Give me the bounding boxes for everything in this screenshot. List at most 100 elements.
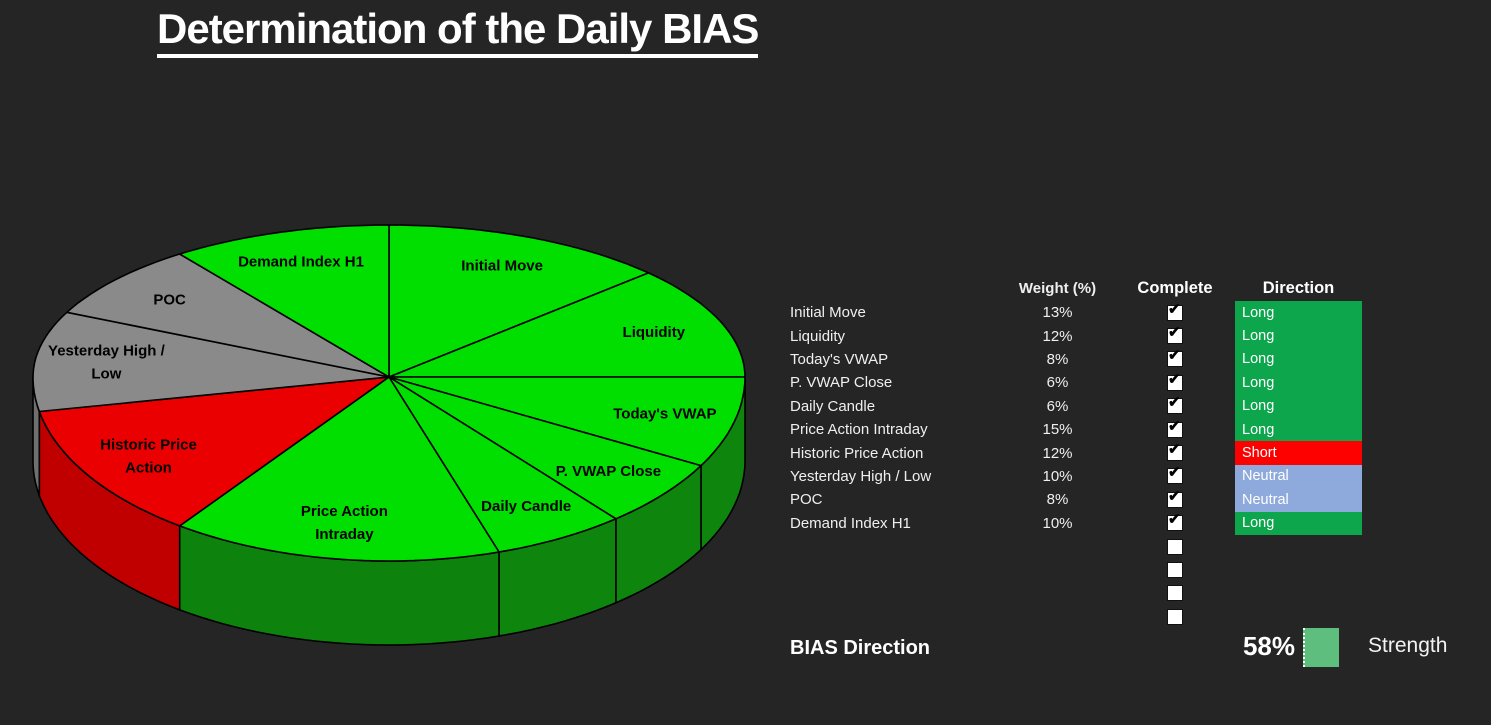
checkmark-icon: ✔: [1168, 487, 1181, 505]
pie-slice-demand-index-h1: [178, 224, 390, 378]
bias-direction-label: BIAS Direction: [790, 637, 931, 659]
table-row-liquidity: Liquidity 12% ✔ Long: [790, 324, 1362, 348]
row-direction-cell[interactable]: Neutral: [1235, 464, 1362, 489]
complete-checkbox-checked[interactable]: ✔: [1167, 324, 1183, 345]
pie-slice-label-price-action-intraday: Price Action: [301, 503, 388, 520]
pie-slice-label-today-s-vwap: Today's VWAP: [613, 406, 716, 423]
table-rows: Initial Move 13% ✔ Long Liquidity 12% ✔ Long Tod…: [790, 301, 1362, 628]
checkmark-icon: ✔: [1168, 417, 1181, 435]
complete-checkbox-empty[interactable]: [1167, 585, 1183, 602]
row-weight: 8%: [1046, 350, 1069, 368]
row-direction-cell[interactable]: Long: [1235, 347, 1362, 372]
complete-checkbox-empty[interactable]: [1167, 608, 1183, 625]
table-row-empty-4: [790, 605, 1362, 628]
complete-checkbox-empty[interactable]: [1167, 561, 1183, 578]
page-title: Determination of the Daily BIAS: [157, 5, 759, 59]
checkmark-icon: ✔: [1168, 441, 1181, 459]
row-direction-cell[interactable]: Long: [1235, 301, 1362, 325]
table-row-yesterday-high-low: Yesterday High / Low 10% ✔ Neutral: [790, 464, 1362, 489]
pie-slice-label-p-vwap-close: P. VWAP Close: [556, 463, 661, 480]
row-complete-cell: ✔: [1115, 464, 1235, 485]
row-direction-cell: [1235, 605, 1362, 628]
row-complete-cell: [1115, 585, 1235, 602]
row-label: P. VWAP Close: [790, 374, 893, 392]
row-weight: 15%: [1042, 421, 1073, 439]
pie-slice-label-historic-price-action: Historic Price: [100, 436, 197, 453]
row-direction-cell[interactable]: Long: [1235, 394, 1362, 418]
checkmark-icon: ✔: [1168, 324, 1181, 342]
pie-slice-label-yesterday-high-low: Yesterday High /: [48, 342, 166, 359]
row-complete-cell: ✔: [1115, 300, 1235, 321]
row-complete-cell: ✔: [1115, 324, 1235, 345]
complete-checkbox-checked[interactable]: ✔: [1167, 347, 1183, 368]
checkmark-icon: ✔: [1168, 300, 1181, 318]
complete-checkbox-checked[interactable]: ✔: [1167, 511, 1183, 532]
table-row-initial-move: Initial Move 13% ✔ Long: [790, 300, 1362, 325]
complete-checkbox-checked[interactable]: ✔: [1167, 464, 1183, 485]
strength-color-swatch[interactable]: [1303, 628, 1339, 667]
table-row-historic-price-action: Historic Price Action 12% ✔ Short: [790, 441, 1362, 465]
row-direction-cell: [1235, 582, 1362, 605]
row-label: Demand Index H1: [790, 514, 911, 532]
row-label: Historic Price Action: [790, 444, 924, 462]
row-weight: 12%: [1042, 327, 1073, 345]
pie-slice-label-historic-price-action: Action: [125, 459, 172, 476]
pie-slice-poc: [66, 253, 390, 378]
table-row-daily-candle: Daily Candle 6% ✔ Long: [790, 394, 1362, 418]
row-complete-cell: ✔: [1115, 417, 1235, 438]
row-weight: 6%: [1046, 397, 1069, 415]
row-direction-cell[interactable]: Long: [1235, 511, 1362, 535]
row-complete-cell: ✔: [1115, 511, 1235, 532]
row-label: Daily Candle: [790, 397, 876, 415]
complete-checkbox-checked[interactable]: ✔: [1167, 370, 1183, 391]
row-direction-cell[interactable]: Long: [1235, 417, 1362, 442]
complete-checkbox-checked[interactable]: ✔: [1167, 395, 1183, 415]
checkmark-icon: ✔: [1168, 347, 1181, 365]
row-complete-cell: [1115, 608, 1235, 625]
header-weight: Weight (%): [1018, 280, 1097, 297]
row-weight: 12%: [1042, 444, 1073, 462]
row-direction-cell: [1235, 535, 1362, 558]
header-complete: Complete: [1137, 279, 1213, 297]
row-complete-cell: [1115, 538, 1235, 555]
strength-value: 58%: [1242, 631, 1295, 661]
strength-label: Strength: [1368, 634, 1448, 657]
complete-checkbox-empty[interactable]: [1167, 538, 1183, 555]
complete-checkbox-checked[interactable]: ✔: [1167, 300, 1183, 321]
row-label: Liquidity: [790, 327, 846, 345]
pie-slice-label-yesterday-high-low: Low: [91, 365, 121, 382]
row-direction-cell[interactable]: Long: [1235, 324, 1362, 348]
pie-slice-yesterday-high-low: [32, 311, 390, 413]
row-direction-cell[interactable]: Neutral: [1235, 488, 1362, 512]
table-row-empty-1: [790, 535, 1362, 558]
checkmark-icon: ✔: [1168, 464, 1181, 482]
row-direction-cell[interactable]: Short: [1235, 441, 1362, 465]
header-direction: Direction: [1262, 278, 1335, 297]
table-row-today-s-vwap: Today's VWAP 8% ✔ Long: [790, 347, 1362, 372]
bias-pie-chart: Initial Move Liquidity Today's VWAP P. VWAP…: [8, 208, 768, 673]
complete-checkbox-checked[interactable]: ✔: [1167, 417, 1183, 438]
checkmark-icon: ✔: [1168, 511, 1181, 529]
table-row-p-vwap-close: P. VWAP Close 6% ✔ Long: [790, 370, 1362, 395]
table-row-demand-index-h1: Demand Index H1 10% ✔ Long: [790, 511, 1362, 535]
complete-checkbox-checked[interactable]: ✔: [1167, 441, 1183, 462]
row-complete-cell: [1115, 561, 1235, 578]
checkmark-icon: ✔: [1168, 370, 1181, 388]
row-direction-cell[interactable]: Long: [1235, 371, 1362, 395]
table-header-row: Weight (%) Complete Direction: [790, 276, 1362, 301]
row-complete-cell: ✔: [1115, 487, 1235, 508]
row-complete-cell: ✔: [1115, 395, 1235, 415]
row-label: Price Action Intraday: [790, 421, 928, 439]
pie-slice-liquidity: [388, 272, 746, 378]
complete-checkbox-checked[interactable]: ✔: [1167, 487, 1183, 508]
row-complete-cell: ✔: [1115, 441, 1235, 462]
table-row-empty-3: [790, 582, 1362, 605]
row-weight: 8%: [1046, 491, 1069, 509]
pie-slice-label-daily-candle: Daily Candle: [481, 498, 571, 515]
pie-slice-label-liquidity: Liquidity: [623, 324, 686, 341]
pie-slice-label-initial-move: Initial Move: [461, 257, 543, 274]
pie-slice-p-vwap-close: [388, 376, 702, 520]
pie-svg: Initial Move Liquidity Today's VWAP P. VWAP…: [32, 224, 746, 646]
row-weight: 6%: [1046, 374, 1069, 392]
row-label: Initial Move: [790, 304, 866, 322]
